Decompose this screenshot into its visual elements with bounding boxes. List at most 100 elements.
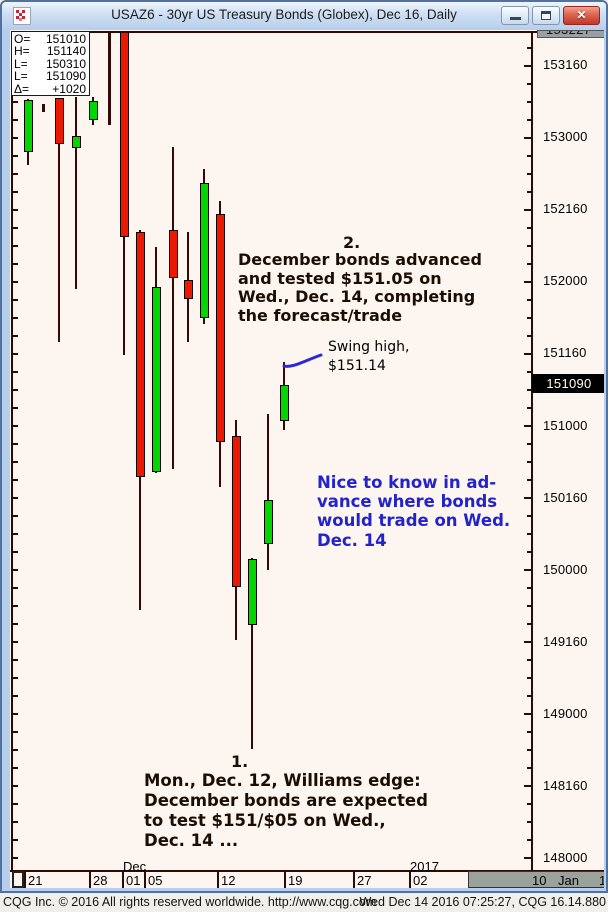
quote-row: Δ= +1020 <box>14 81 86 96</box>
price-axis-major-tick <box>524 713 531 715</box>
price-axis-minor-tick <box>527 317 531 319</box>
price-axis-label: 152160 <box>543 201 588 216</box>
price-axis-minor-tick <box>527 335 531 337</box>
date-label: Jan <box>558 873 579 888</box>
left-border-tick <box>13 101 18 103</box>
price-axis-major-tick <box>524 785 531 787</box>
annotation-2-text: December bonds advanced and tested $151.… <box>238 250 482 325</box>
left-border-tick <box>13 695 18 697</box>
quote-row: H= 151140 <box>14 44 86 59</box>
price-axis-label: 148000 <box>543 850 588 865</box>
maximize-button[interactable] <box>532 6 560 25</box>
candle-body <box>232 435 241 587</box>
candle-body <box>55 97 64 145</box>
price-axis-minor-tick <box>527 461 531 463</box>
left-border-tick <box>13 659 18 661</box>
left-border-tick <box>13 767 18 769</box>
quote-panel: O= 151010 H= 151140 L= 150310 L= 151090 Δ= +1020 <box>11 31 90 96</box>
price-axis-label: 150000 <box>543 562 588 577</box>
price-axis-minor-tick <box>527 677 531 679</box>
plot-left-border <box>11 31 13 872</box>
candle-body <box>264 500 273 544</box>
price-axis-minor-tick <box>527 731 531 733</box>
cqg-logo-icon <box>13 7 31 25</box>
left-border-tick <box>13 299 18 301</box>
date-divider <box>144 872 146 888</box>
left-border-tick <box>13 371 18 373</box>
left-border-tick <box>13 137 18 139</box>
date-divider <box>217 872 219 888</box>
candle-body <box>169 230 178 278</box>
price-axis-label: 149000 <box>543 706 588 721</box>
date-axis-line <box>10 870 604 872</box>
date-axis-start-cell <box>12 871 24 888</box>
price-axis-label: 150160 <box>543 490 588 505</box>
price-axis-major-tick <box>524 209 531 211</box>
status-copyright: CQG Inc. © 2016 All rights reserved worl… <box>3 895 377 909</box>
candle-doji <box>42 104 45 112</box>
date-divider <box>24 872 26 888</box>
price-axis-minor-tick <box>527 515 531 517</box>
chart-surface[interactable]: O= 151010 H= 151140 L= 150310 L= 151090 Δ= +1020 … <box>10 30 604 888</box>
price-axis-minor-tick <box>527 443 531 445</box>
annotation-2-marker: 2. <box>343 233 361 252</box>
titlebar[interactable]: USAZ6 - 30yr US Treasury Bonds (Globex),… <box>2 2 606 28</box>
left-border-tick <box>13 641 18 643</box>
candle-body <box>120 31 129 237</box>
left-border-tick <box>13 281 18 283</box>
left-border-tick <box>13 785 18 787</box>
left-border-tick <box>13 677 18 679</box>
date-label: 05 <box>148 873 163 888</box>
price-axis-minor-tick <box>527 299 531 301</box>
minimize-button[interactable] <box>501 6 529 25</box>
quote-row: L= 151090 <box>14 69 86 84</box>
left-border-tick <box>13 515 18 517</box>
price-axis-line <box>531 31 533 872</box>
price-axis-label: 148160 <box>543 778 588 793</box>
price-axis-minor-tick <box>527 389 531 391</box>
maximize-icon <box>541 11 551 20</box>
close-button[interactable]: ✕ <box>563 6 600 25</box>
price-axis-minor-tick <box>527 821 531 823</box>
candle-body <box>248 559 257 625</box>
candle-body <box>216 213 225 443</box>
price-axis-minor-tick <box>527 803 531 805</box>
price-axis-major-tick <box>524 137 531 139</box>
left-border-tick <box>13 749 18 751</box>
price-axis-minor-tick <box>527 623 531 625</box>
date-divider <box>353 872 355 888</box>
date-label: 12 <box>221 873 236 888</box>
date-divider <box>122 872 124 888</box>
status-bar: CQG Inc. © 2016 All rights reserved worl… <box>0 893 608 912</box>
date-label: 19 <box>288 873 303 888</box>
price-axis-major-tick <box>524 425 531 427</box>
left-border-tick <box>13 173 18 175</box>
left-border-tick <box>13 713 18 715</box>
price-axis-minor-tick <box>527 83 531 85</box>
date-label: 1 <box>599 873 604 888</box>
plot-top-border <box>11 31 603 33</box>
chart-window: USAZ6 - 30yr US Treasury Bonds (Globex),… <box>0 0 608 893</box>
price-axis-minor-tick <box>527 173 531 175</box>
price-axis-minor-tick <box>527 245 531 247</box>
price-axis-major-tick <box>524 641 531 643</box>
left-border-tick <box>13 551 18 553</box>
left-border-tick <box>13 407 18 409</box>
price-axis-minor-tick <box>527 605 531 607</box>
date-label: 10 <box>532 873 547 888</box>
candle-body <box>184 280 193 299</box>
price-axis-minor-tick <box>527 47 531 49</box>
price-axis-label: 153000 <box>543 129 588 144</box>
quote-row: O= 151010 <box>14 32 86 46</box>
price-axis-minor-tick <box>527 749 531 751</box>
swing-high-arrow-icon <box>282 353 323 368</box>
date-divider <box>89 872 91 888</box>
left-border-tick <box>13 263 18 265</box>
price-axis-major-tick <box>524 353 531 355</box>
price-axis-label: 149160 <box>543 634 588 649</box>
price-axis-minor-tick <box>527 533 531 535</box>
left-border-tick <box>13 155 18 157</box>
candle-body <box>200 182 209 318</box>
annotation-1-marker: 1. <box>231 752 249 771</box>
